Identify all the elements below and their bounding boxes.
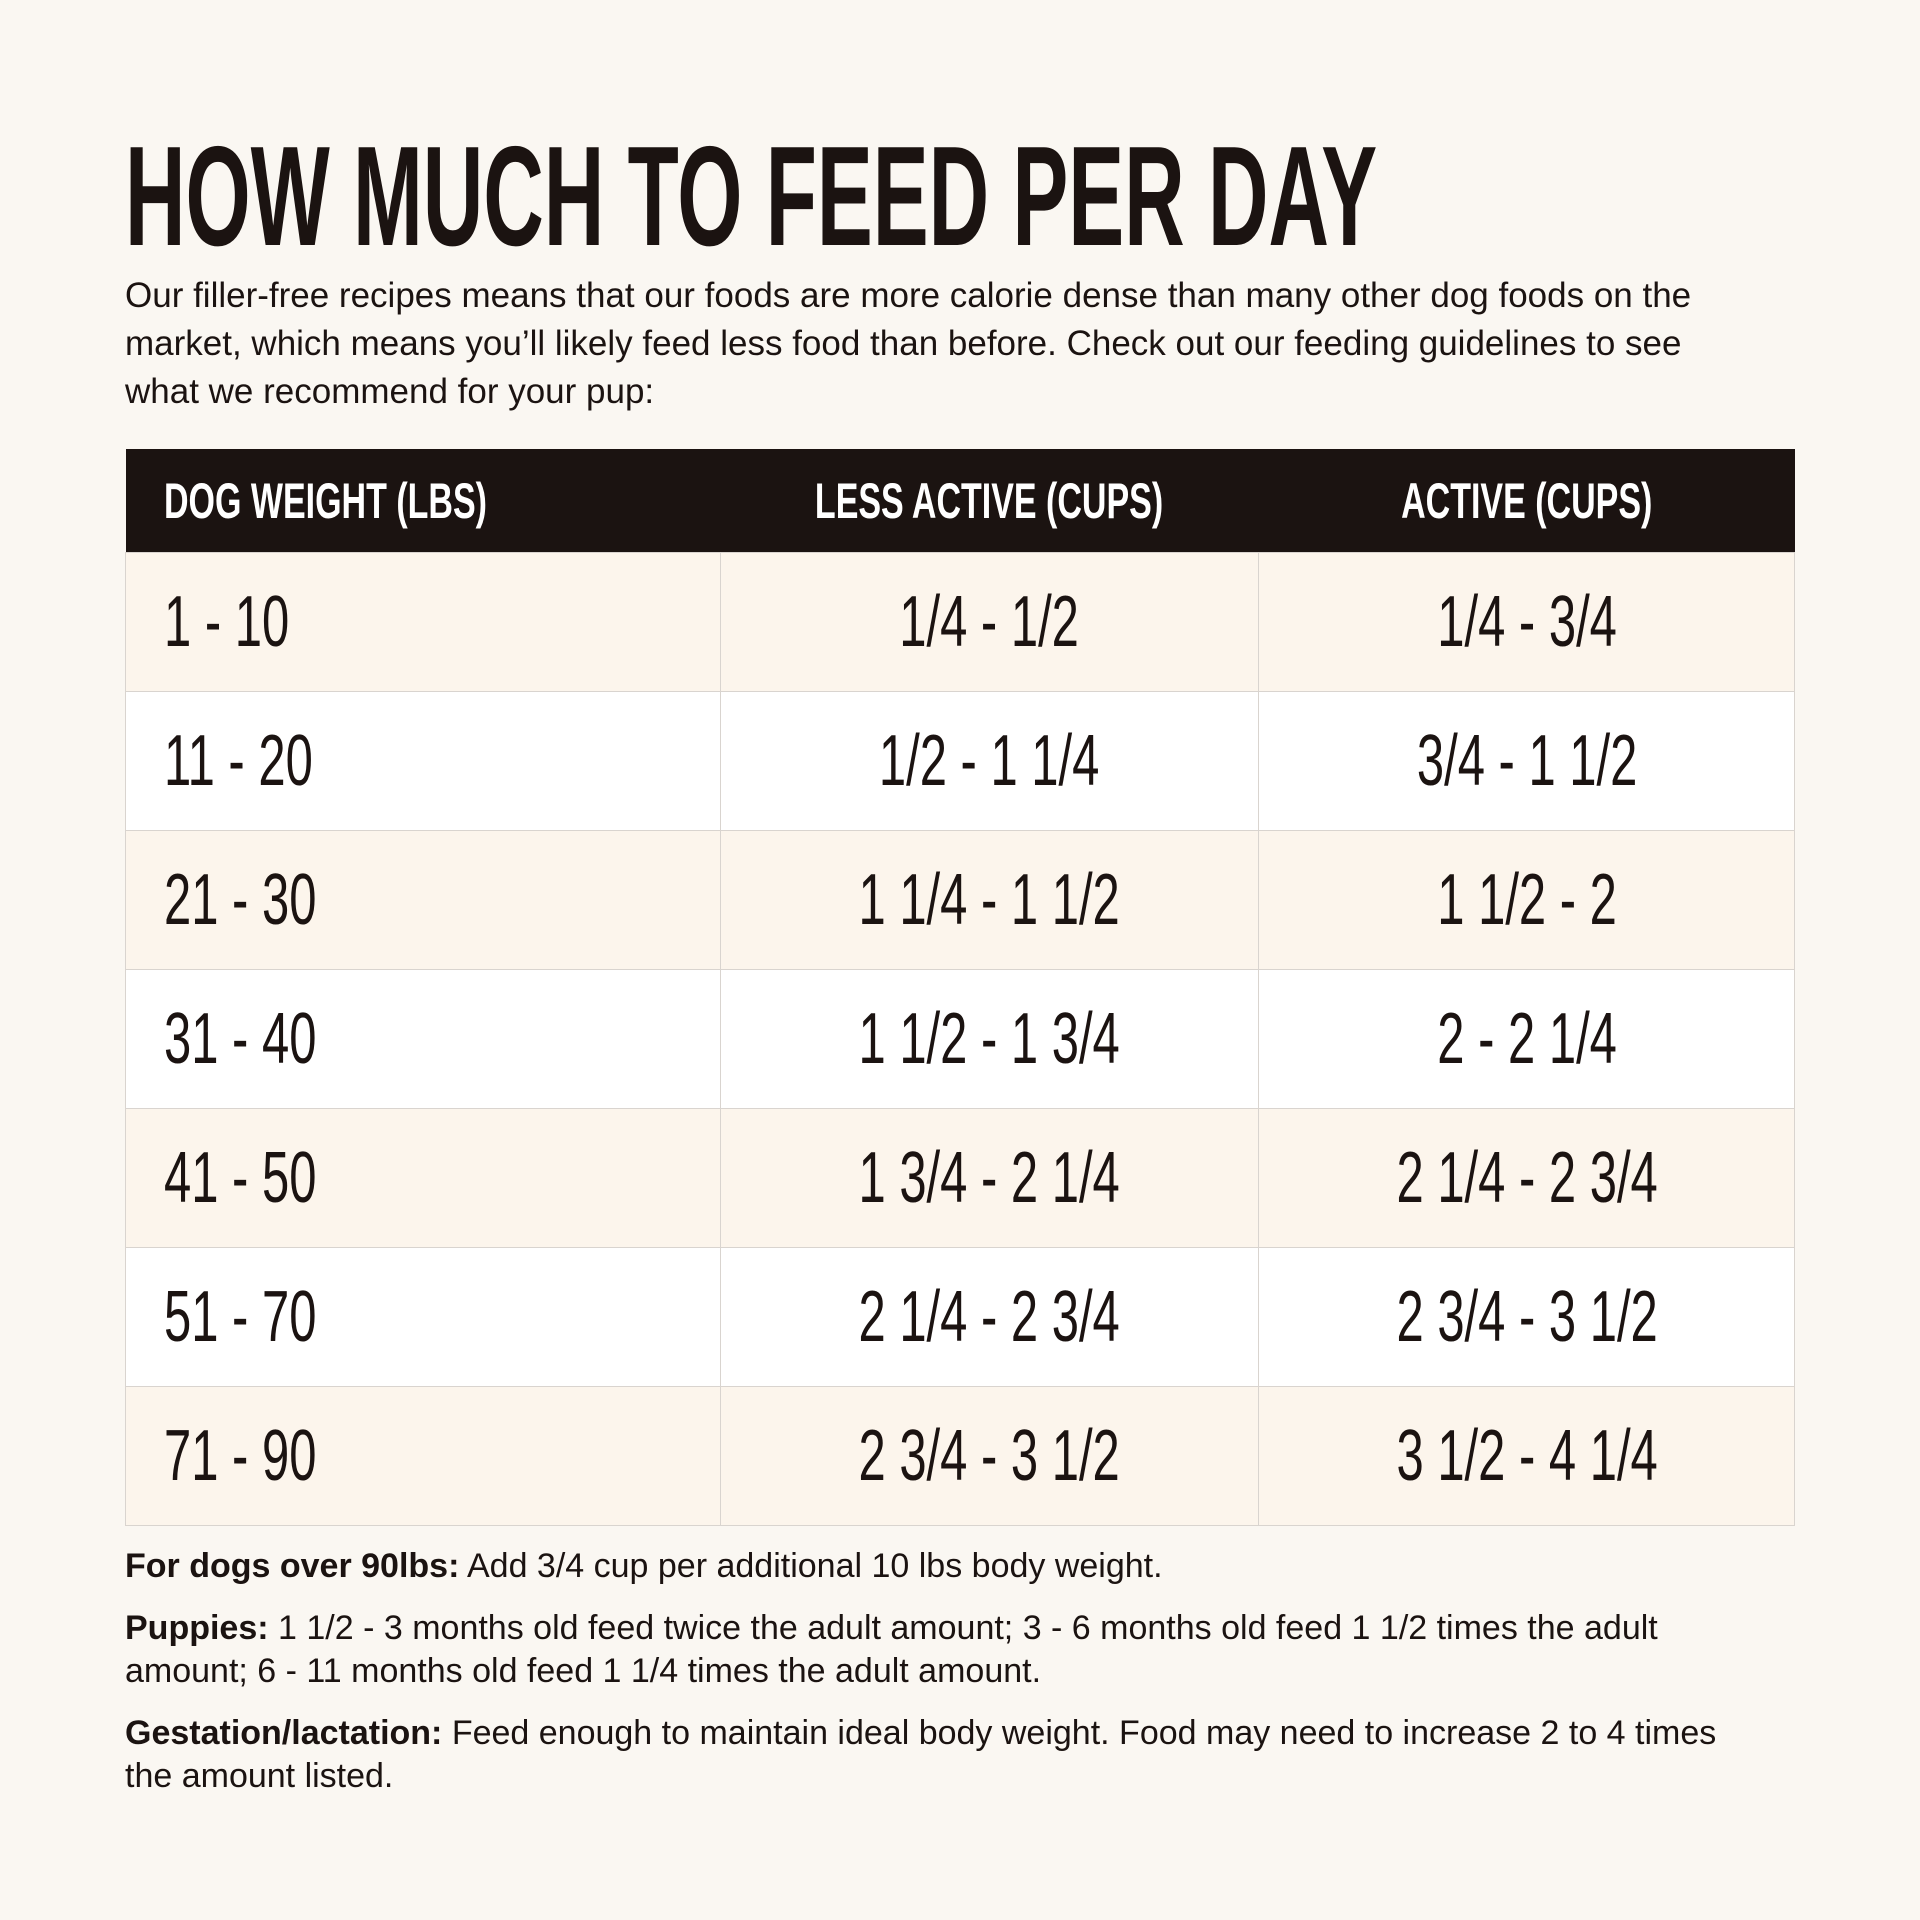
footnotes: For dogs over 90lbs: Add 3/4 cup per add… [125,1545,1765,1817]
cell-active: 2 1/4 - 2 3/4 [1258,1108,1795,1248]
cell-active: 2 - 2 1/4 [1258,969,1795,1109]
cell-weight: 1 - 10 [125,552,721,692]
table-row: 51 - 70 2 1/4 - 2 3/4 2 3/4 - 3 1/2 [125,1247,1795,1387]
cell-less-active: 1 1/4 - 1 1/2 [719,830,1260,970]
cell-less-active: 2 3/4 - 3 1/2 [719,1386,1260,1526]
cell-less-active: 2 1/4 - 2 3/4 [719,1247,1260,1387]
table-row: 71 - 90 2 3/4 - 3 1/2 3 1/2 - 4 1/4 [125,1386,1795,1526]
intro-text: Our filler-free recipes means that our f… [125,276,1692,411]
table-header-row: DOG WEIGHT (LBS) LESS ACTIVE (CUPS) ACTI… [125,449,1795,553]
table-row: 41 - 50 1 3/4 - 2 1/4 2 1/4 - 2 3/4 [125,1108,1795,1248]
cell-active: 2 3/4 - 3 1/2 [1258,1247,1795,1387]
table-row: 21 - 30 1 1/4 - 1 1/2 1 1/2 - 2 [125,830,1795,970]
note-over-90: For dogs over 90lbs: Add 3/4 cup per add… [125,1547,1163,1585]
cell-less-active: 1 3/4 - 2 1/4 [719,1108,1260,1248]
cell-less-active: 1/4 - 1/2 [719,552,1260,692]
cell-weight: 51 - 70 [125,1247,721,1387]
note-puppies: Puppies: 1 1/2 - 3 months old feed twice… [125,1609,1658,1690]
cell-weight: 41 - 50 [125,1108,721,1248]
cell-active: 1 1/2 - 2 [1258,830,1795,970]
note-gestation: Gestation/lactation: Feed enough to main… [125,1714,1717,1795]
cell-weight: 11 - 20 [125,691,721,831]
feeding-table: DOG WEIGHT (LBS) LESS ACTIVE (CUPS) ACTI… [125,449,1795,1526]
cell-weight: 31 - 40 [125,969,721,1109]
cell-less-active: 1 1/2 - 1 3/4 [719,969,1260,1109]
table-row: 11 - 20 1/2 - 1 1/4 3/4 - 1 1/2 [125,691,1795,831]
cell-active: 3 1/2 - 4 1/4 [1258,1386,1795,1526]
table-row: 31 - 40 1 1/2 - 1 3/4 2 - 2 1/4 [125,969,1795,1109]
cell-less-active: 1/2 - 1 1/4 [719,691,1260,831]
cell-active: 3/4 - 1 1/2 [1258,691,1795,831]
cell-weight: 21 - 30 [125,830,721,970]
cell-active: 1/4 - 3/4 [1258,552,1795,692]
header-less-active: LESS ACTIVE (CUPS) [720,449,1259,553]
page-title: HOW MUCH TO FEED PER DAY [125,117,1378,276]
cell-weight: 71 - 90 [125,1386,721,1526]
header-active: ACTIVE (CUPS) [1258,449,1795,553]
table-row: 1 - 10 1/4 - 1/2 1/4 - 3/4 [125,552,1795,692]
header-dog-weight: DOG WEIGHT (LBS) [125,449,721,553]
